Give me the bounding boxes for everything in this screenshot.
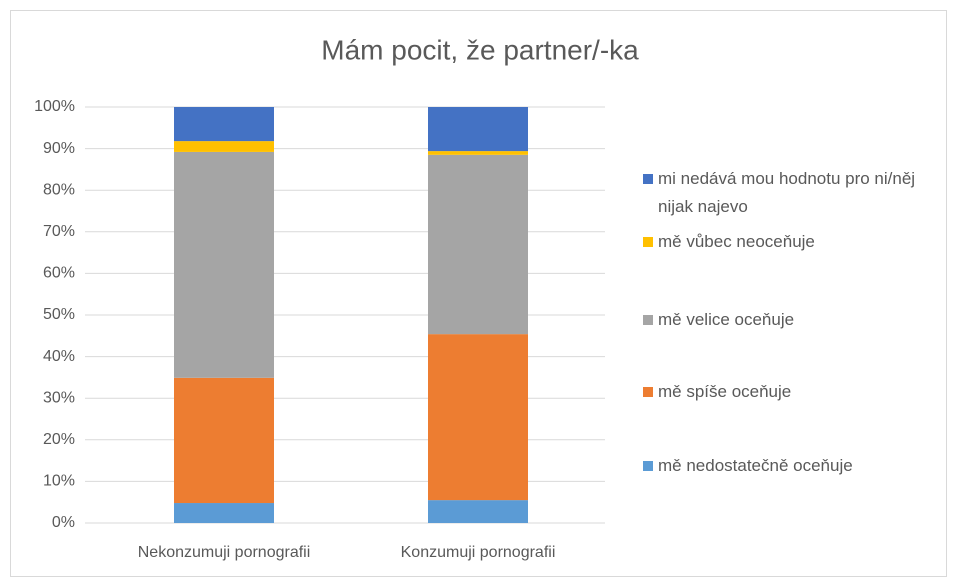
y-tick-label: 90% [43,140,75,157]
x-tick-label: Nekonzumuji pornografii [138,544,311,561]
legend-marker [643,387,653,397]
y-tick-label: 20% [43,431,75,448]
bar-segment [174,141,274,152]
legend-label: mě vůbec neoceňuje [658,232,815,251]
bar-segment [428,154,528,335]
bar-segment [428,151,528,155]
legend-marker [643,237,653,247]
bar-segment [174,151,274,378]
bar-segment [428,500,528,523]
y-tick-label: 0% [52,514,75,531]
legend-label: mi nedává mou hodnotu pro ni/něj nijak n… [658,169,916,216]
bar-segment [174,503,274,523]
bar-segment [174,107,274,142]
chart-title: Mám pocit, že partner/-ka [321,34,639,65]
y-tick-label: 100% [34,98,75,115]
y-tick-label: 30% [43,389,75,406]
y-tick-label: 60% [43,265,75,282]
x-tick-label: Konzumuji pornografii [401,544,556,561]
legend-marker [643,461,653,471]
legend-label: mě velice oceňuje [658,310,795,329]
y-tick-label: 40% [43,348,75,365]
bar-segment [428,107,528,152]
legend-label: mě spíše oceňuje [658,382,792,401]
legend-marker [643,174,653,184]
bar-segment [174,377,274,504]
y-tick-label: 10% [43,473,75,490]
y-tick-label: 70% [43,223,75,240]
y-tick-label: 50% [43,306,75,323]
y-tick-label: 80% [43,181,75,198]
legend-marker [643,315,653,325]
bar-segment [428,334,528,501]
legend-label: mě nedostatečně oceňuje [658,456,853,475]
